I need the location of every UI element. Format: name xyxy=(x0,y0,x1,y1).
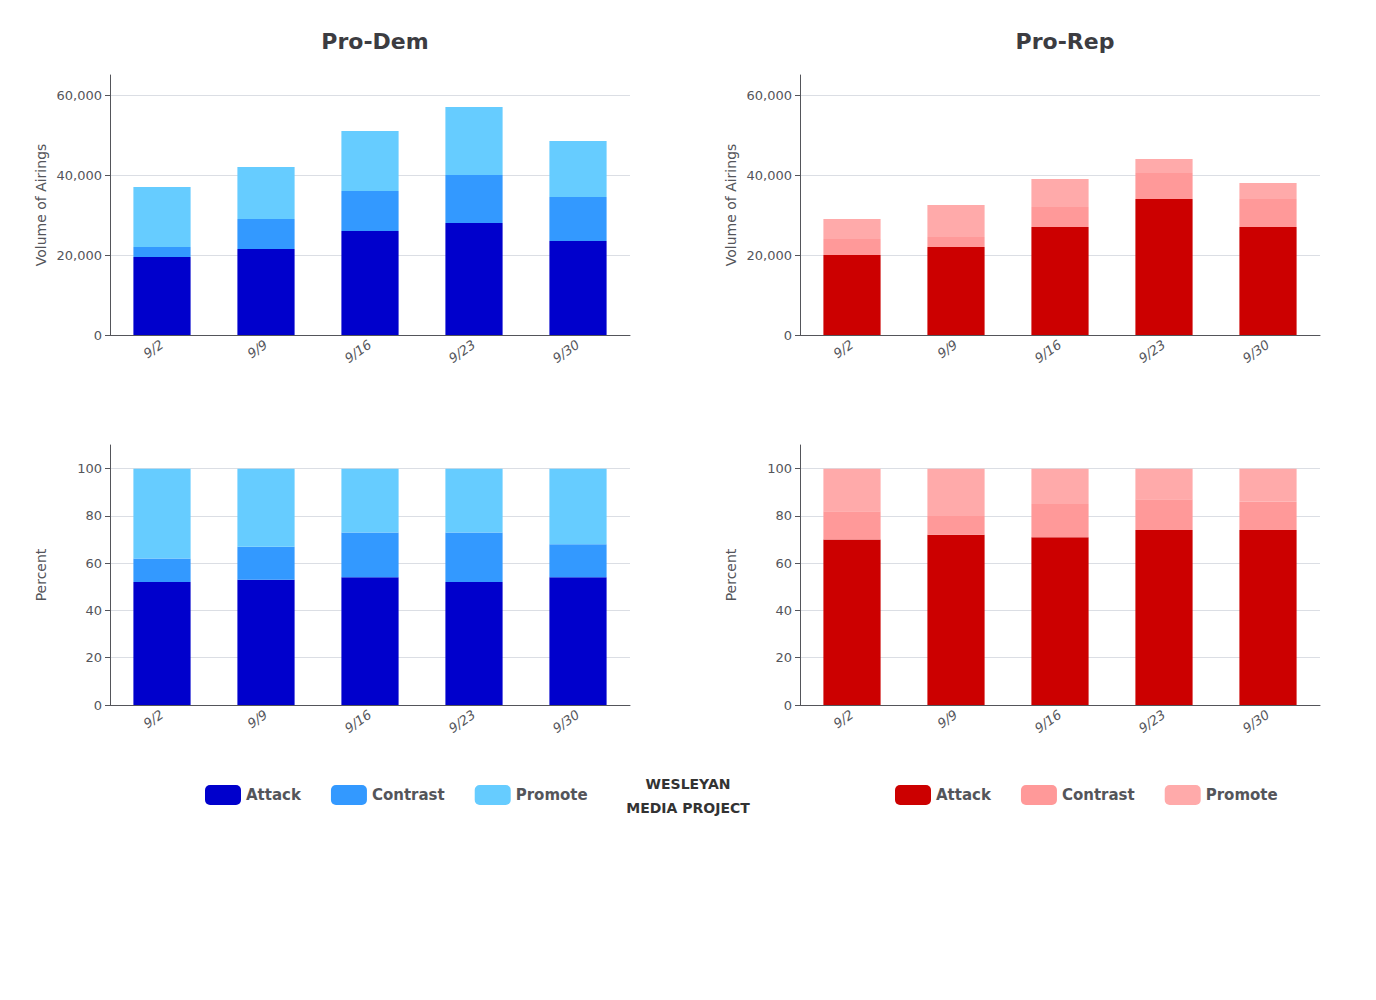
svg-text:80: 80 xyxy=(775,508,792,523)
svg-text:9/30: 9/30 xyxy=(1240,337,1273,366)
svg-text:20,000: 20,000 xyxy=(57,248,103,263)
svg-text:9/16: 9/16 xyxy=(342,707,375,736)
svg-text:0: 0 xyxy=(94,698,102,713)
svg-text:9/30: 9/30 xyxy=(550,337,583,366)
svg-text:Volume of Airings: Volume of Airings xyxy=(33,144,49,267)
svg-text:40,000: 40,000 xyxy=(747,168,793,183)
svg-text:9/16: 9/16 xyxy=(342,337,375,366)
svg-text:9/9: 9/9 xyxy=(935,707,961,731)
svg-text:40,000: 40,000 xyxy=(57,168,103,183)
svg-text:0: 0 xyxy=(784,698,792,713)
svg-text:9/16: 9/16 xyxy=(1032,337,1065,366)
svg-text:9/9: 9/9 xyxy=(245,337,271,361)
svg-text:20: 20 xyxy=(775,650,792,665)
svg-text:9/2: 9/2 xyxy=(831,337,857,361)
svg-text:9/23: 9/23 xyxy=(446,707,479,736)
svg-text:Attack: Attack xyxy=(246,786,302,804)
svg-text:40: 40 xyxy=(85,603,102,618)
svg-text:9/2: 9/2 xyxy=(141,337,167,361)
svg-text:Attack: Attack xyxy=(936,786,992,804)
svg-text:Pro-Rep: Pro-Rep xyxy=(1016,29,1115,54)
svg-text:Promote: Promote xyxy=(516,786,588,804)
svg-text:100: 100 xyxy=(767,461,792,476)
svg-text:9/9: 9/9 xyxy=(245,707,271,731)
svg-text:9/23: 9/23 xyxy=(1136,337,1169,366)
svg-text:Contrast: Contrast xyxy=(372,786,445,804)
svg-text:60,000: 60,000 xyxy=(747,88,793,103)
svg-text:9/2: 9/2 xyxy=(141,707,167,731)
svg-text:60: 60 xyxy=(775,556,792,571)
svg-text:80: 80 xyxy=(85,508,102,523)
svg-text:Promote: Promote xyxy=(1206,786,1278,804)
svg-text:9/2: 9/2 xyxy=(831,707,857,731)
svg-text:40: 40 xyxy=(775,603,792,618)
svg-text:9/30: 9/30 xyxy=(550,707,583,736)
svg-text:9/9: 9/9 xyxy=(935,337,961,361)
svg-text:MEDIA PROJECT: MEDIA PROJECT xyxy=(626,800,750,816)
svg-text:WESLEYAN: WESLEYAN xyxy=(646,776,731,792)
svg-text:100: 100 xyxy=(77,461,102,476)
svg-text:Pro-Dem: Pro-Dem xyxy=(321,29,428,54)
svg-text:20: 20 xyxy=(85,650,102,665)
svg-text:60,000: 60,000 xyxy=(57,88,103,103)
svg-text:9/30: 9/30 xyxy=(1240,707,1273,736)
svg-text:20,000: 20,000 xyxy=(747,248,793,263)
svg-text:60: 60 xyxy=(85,556,102,571)
svg-text:Volume of Airings: Volume of Airings xyxy=(723,144,739,267)
svg-text:Contrast: Contrast xyxy=(1062,786,1135,804)
svg-text:0: 0 xyxy=(784,328,792,343)
svg-text:Percent: Percent xyxy=(723,548,739,601)
svg-text:Percent: Percent xyxy=(33,548,49,601)
svg-text:9/23: 9/23 xyxy=(446,337,479,366)
svg-text:0: 0 xyxy=(94,328,102,343)
svg-text:9/23: 9/23 xyxy=(1136,707,1169,736)
svg-text:9/16: 9/16 xyxy=(1032,707,1065,736)
